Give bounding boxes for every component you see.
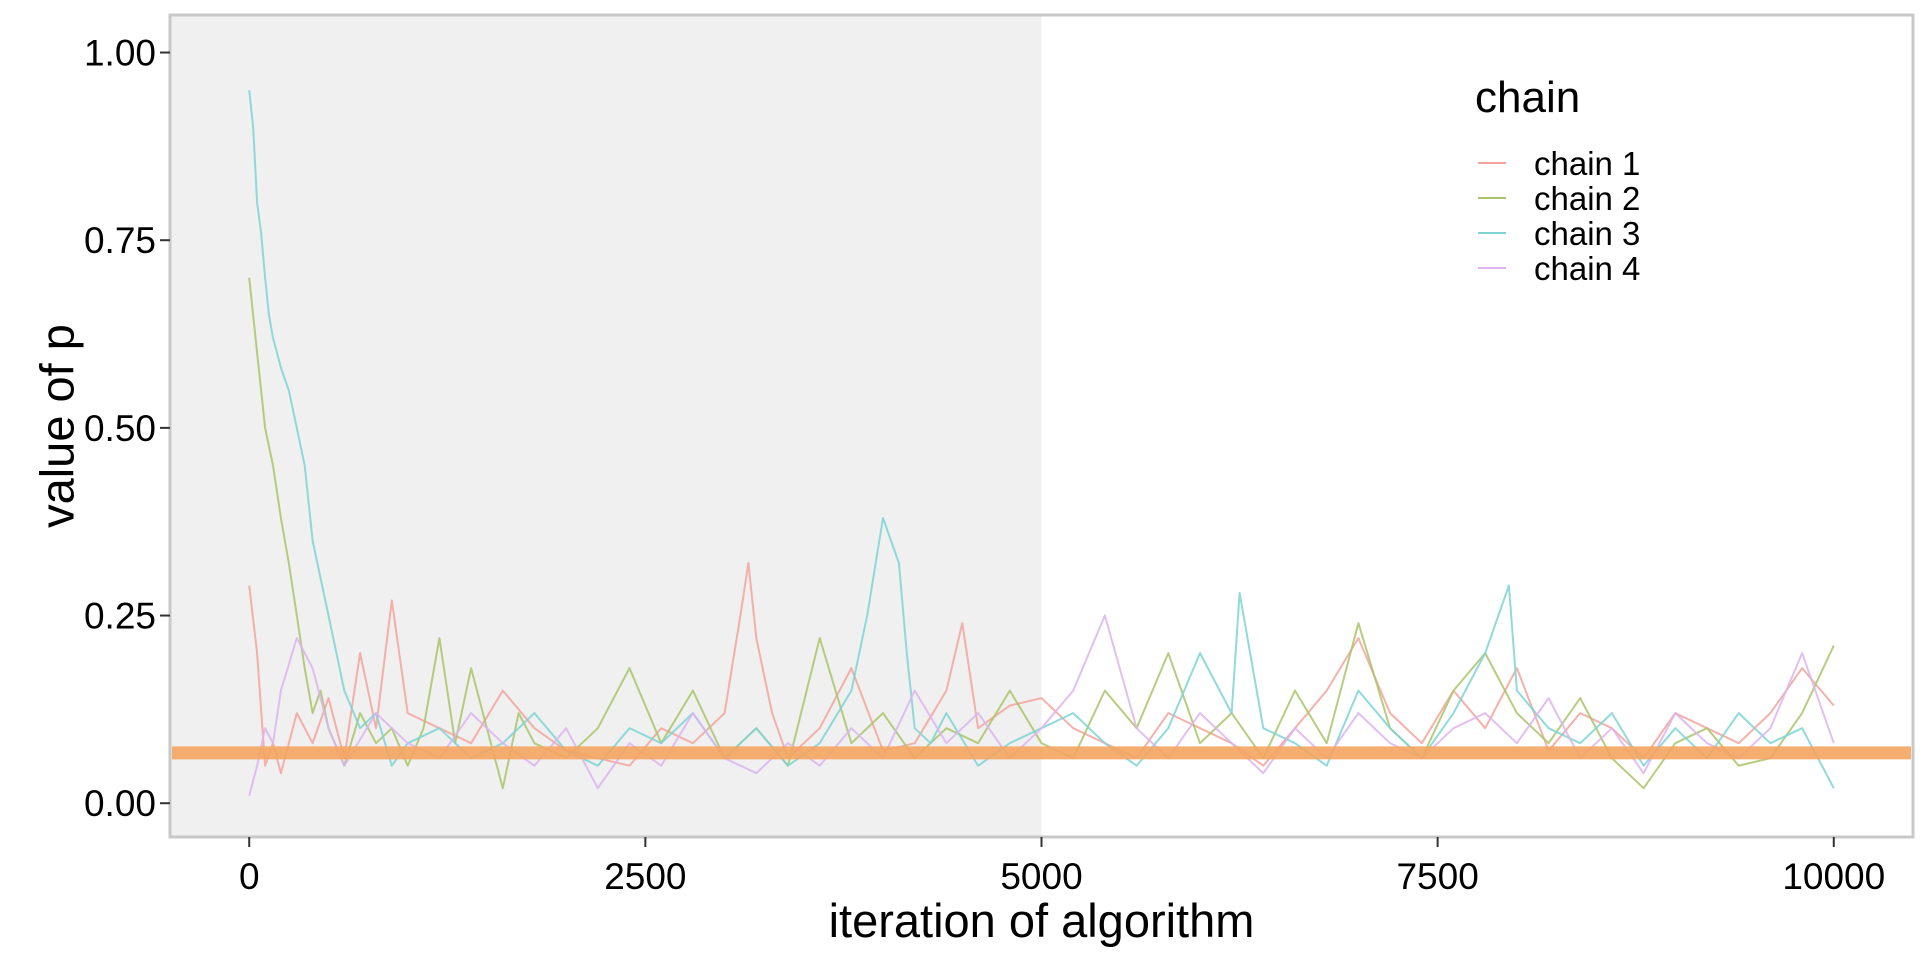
y-tick-label: 1.00: [84, 33, 156, 74]
legend-label-chain-2: chain 2: [1534, 180, 1640, 217]
x-tick-label: 0: [239, 856, 260, 897]
series-line-chain-3: [248, 89, 1835, 789]
legend-title: chain: [1475, 73, 1580, 122]
y-axis: 0.00 0.25 0.50 0.75 1.00: [84, 33, 170, 824]
legend-label-chain-1: chain 1: [1534, 145, 1640, 182]
legend-label-chain-4: chain 4: [1534, 250, 1640, 287]
x-axis: 0 2500 5000 7500 10000: [239, 837, 1885, 897]
series-line-chain-4: [248, 614, 1835, 796]
y-tick-label: 0.25: [84, 596, 156, 637]
x-tick-label: 10000: [1782, 856, 1885, 897]
y-axis-title: value of p: [30, 324, 83, 528]
burn-in-shaded-region: [170, 15, 1042, 837]
y-tick-label: 0.00: [84, 783, 156, 824]
y-tick-label: 0.75: [84, 220, 156, 261]
x-tick-label: 5000: [1000, 856, 1082, 897]
legend-label-chain-3: chain 3: [1534, 215, 1640, 252]
x-tick-label: 2500: [604, 856, 686, 897]
x-tick-label: 7500: [1396, 856, 1478, 897]
y-tick-label: 0.50: [84, 408, 156, 449]
x-axis-title: iteration of algorithm: [829, 894, 1255, 947]
